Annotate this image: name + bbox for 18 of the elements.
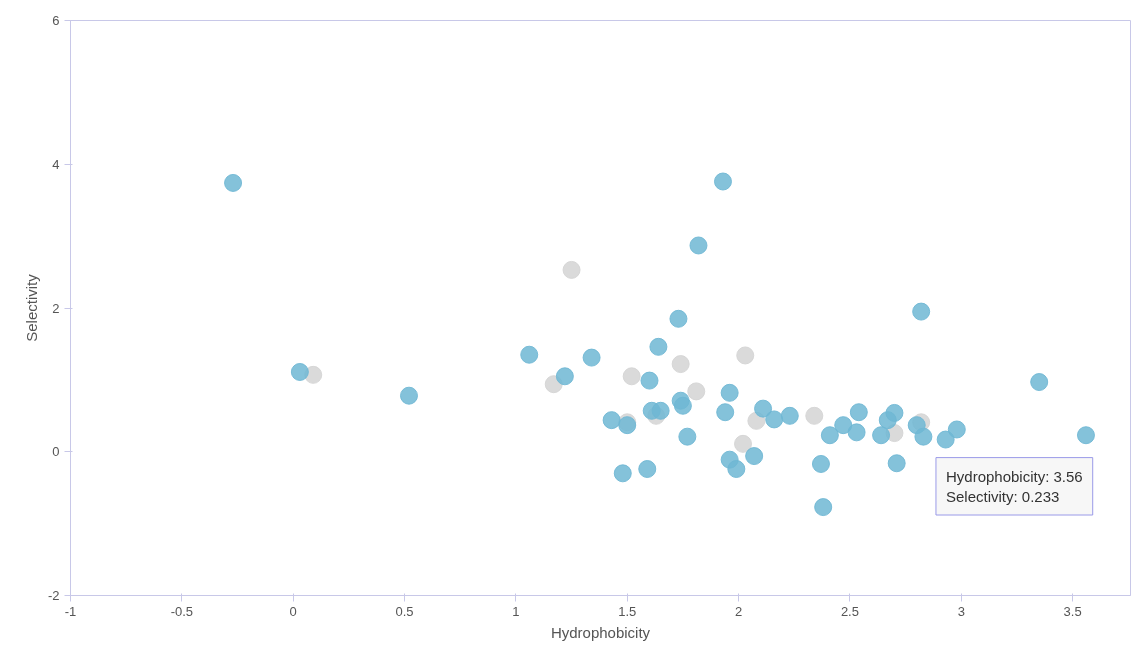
annotation: Hydrophobicity: 3.56 Selectivity: 0.233 <box>945 467 1083 505</box>
y-tick-label: 4 <box>52 156 60 172</box>
x-tick-label: 0.5 <box>395 603 414 619</box>
y-axis-title: Selectivity <box>22 273 40 342</box>
x-tick-label: 3 <box>957 603 965 619</box>
y-tick-label: 6 <box>52 13 60 28</box>
y-tick-label: 0 <box>52 444 60 460</box>
x-tick-label: 3.5 <box>1063 603 1082 619</box>
x-tick-label: -0.5 <box>170 603 194 619</box>
x-tick-label: -1 <box>64 603 77 619</box>
x-tick-label: 1 <box>512 603 520 619</box>
x-axis-title: Hydrophobicity <box>550 623 651 641</box>
x-tick-label: 2.5 <box>840 603 859 619</box>
y-tick-label: -2 <box>47 588 60 603</box>
x-tick-label: 2 <box>734 603 743 619</box>
x-tick-label: 1.5 <box>618 603 637 619</box>
x-tick-label: 0 <box>289 603 297 619</box>
y-tick-label: 2 <box>52 300 60 316</box>
